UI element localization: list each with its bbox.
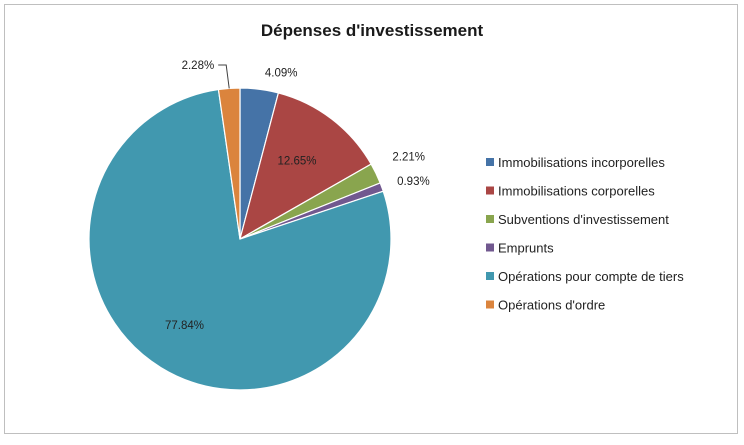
legend-label-3: Emprunts [498, 241, 554, 256]
pie-slice-4 [88, 88, 392, 391]
data-label-1: 12.65% [277, 156, 316, 168]
legend-swatch-4 [486, 272, 494, 280]
legend-swatch-0 [486, 158, 494, 166]
chart-title: Dépenses d'investissement [260, 21, 484, 40]
legend-swatch-5 [486, 300, 494, 309]
legend-label-5: Opérations d'ordre [498, 298, 605, 313]
legend-swatch-2 [486, 215, 494, 223]
data-label-2: 2.21% [392, 151, 425, 163]
legend-label-1: Immobilisations corporelles [498, 184, 655, 199]
legend-swatch-3 [486, 243, 494, 252]
legend-label-2: Subventions d'investissement [498, 212, 669, 227]
data-label-5: 2.28% [182, 60, 215, 72]
leader-line-5 [218, 64, 230, 89]
legend-swatch-1 [486, 186, 494, 195]
data-label-3: 0.93% [397, 176, 430, 188]
pie-slice-1 [239, 92, 372, 241]
legend-label-0: Immobilisations incorporelles [498, 155, 665, 170]
legend-label-4: Opérations pour compte de tiers [498, 269, 684, 284]
data-label-0: 4.09% [265, 67, 298, 79]
data-label-4: 77.84% [165, 320, 204, 332]
